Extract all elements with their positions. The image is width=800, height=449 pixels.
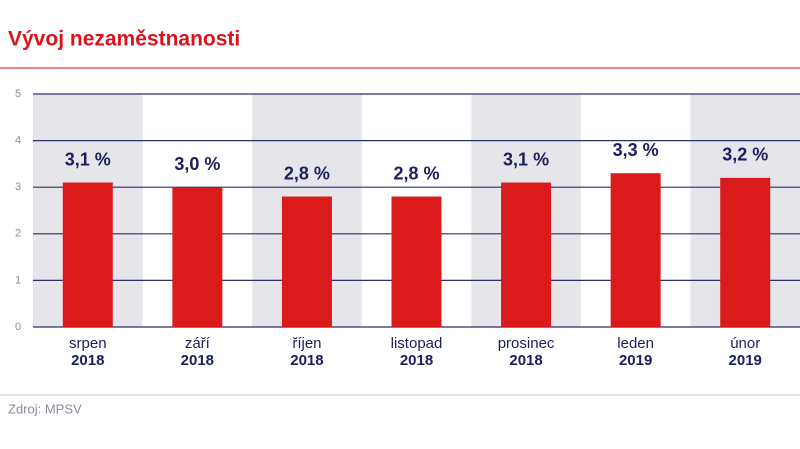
value-label: 2,8 % [393, 163, 439, 183]
value-label: 3,0 % [174, 154, 220, 174]
x-tick-label-year: 2019 [619, 352, 652, 369]
y-tick-label: 2 [15, 228, 21, 240]
value-label: 3,3 % [613, 140, 659, 160]
chart-title: Vývoj nezaměstnanosti [8, 28, 240, 51]
bar [281, 196, 332, 327]
value-label: 3,2 % [722, 145, 768, 165]
x-tick-label-year: 2018 [71, 352, 104, 369]
bar [172, 187, 223, 327]
x-tick-label-year: 2019 [729, 352, 762, 369]
x-tick-label: září [185, 335, 211, 352]
x-tick-label: srpen [69, 335, 107, 352]
value-label: 2,8 % [284, 163, 330, 183]
y-tick-label: 5 [15, 88, 21, 100]
value-label: 3,1 % [503, 149, 549, 169]
y-tick-label: 1 [15, 274, 21, 286]
bar [610, 173, 661, 327]
bar [62, 182, 113, 327]
x-tick-label: únor [730, 335, 760, 352]
y-tick-label: 3 [15, 181, 21, 193]
x-tick-label: listopad [391, 335, 443, 352]
y-tick-label: 4 [15, 135, 21, 147]
value-label: 3,1 % [65, 149, 111, 169]
x-tick-label-year: 2018 [181, 352, 214, 369]
x-tick-label: leden [617, 335, 654, 352]
source: Zdroj: MPSV [8, 401, 82, 416]
bar [720, 177, 771, 327]
x-tick-label-year: 2018 [509, 352, 542, 369]
x-tick-label: říjen [292, 335, 321, 352]
x-tick-label: prosinec [498, 335, 555, 352]
bar [391, 196, 442, 327]
y-tick-label: 0 [15, 321, 21, 333]
x-tick-label-year: 2018 [400, 352, 433, 369]
bar [501, 182, 552, 327]
x-tick-label-year: 2018 [290, 352, 323, 369]
